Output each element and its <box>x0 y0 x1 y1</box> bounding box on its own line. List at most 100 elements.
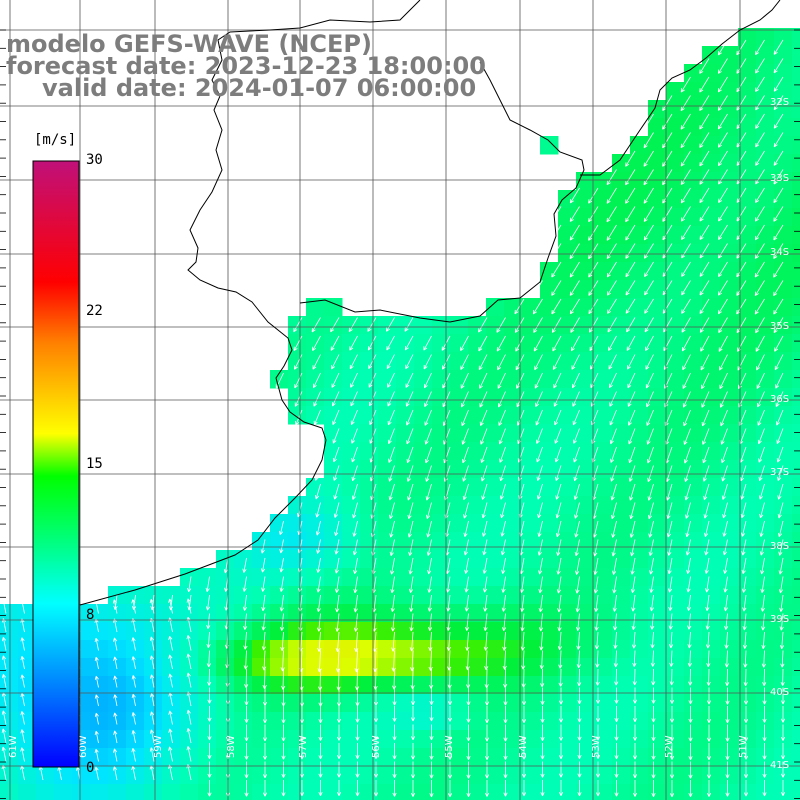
wind-cell <box>90 640 109 659</box>
wind-cell <box>234 640 253 659</box>
wind-cell <box>594 244 613 263</box>
wind-cell <box>774 82 793 101</box>
wind-arrow <box>717 58 728 74</box>
wind-cell <box>504 604 523 623</box>
wind-cell <box>738 334 757 353</box>
wind-arrow <box>777 502 784 519</box>
coastline <box>79 0 781 606</box>
wind-arrow <box>533 335 543 352</box>
wind-cell <box>630 190 649 209</box>
wind-arrow <box>262 780 268 797</box>
wind-arrow <box>501 613 507 632</box>
wind-cell <box>270 730 289 749</box>
wind-cell <box>612 226 631 245</box>
wind-cell <box>594 370 613 389</box>
wind-cell <box>486 334 505 353</box>
wind-cell <box>756 442 775 461</box>
wind-arrow <box>780 743 786 760</box>
wind-cell <box>360 550 379 569</box>
wind-arrow <box>706 668 711 686</box>
wind-cell <box>612 316 631 335</box>
wind-cell <box>684 352 703 371</box>
wind-arrow <box>725 706 730 724</box>
wind-cell <box>540 352 559 371</box>
wind-cell <box>450 334 469 353</box>
wind-cell <box>594 550 613 569</box>
wind-arrow <box>595 668 600 686</box>
wind-arrow <box>426 539 432 556</box>
wind-cell <box>540 694 559 713</box>
wind-cell <box>342 370 361 389</box>
wind-arrow <box>588 280 599 296</box>
wind-cell <box>720 550 739 569</box>
wind-arrow <box>206 613 211 630</box>
wind-cell <box>702 334 721 353</box>
wind-cell <box>666 514 685 533</box>
wind-cell <box>720 640 739 659</box>
wind-arrow <box>645 335 654 352</box>
wind-cell <box>252 568 271 587</box>
wind-cell <box>288 496 307 515</box>
wind-cell <box>648 748 667 767</box>
wind-cell <box>288 658 307 677</box>
wind-arrow <box>721 465 728 482</box>
wind-cell <box>450 442 469 461</box>
wind-cell <box>648 118 667 137</box>
wind-cell <box>216 622 235 641</box>
wind-cell <box>684 244 703 263</box>
wind-arrow <box>773 317 784 334</box>
wind-cell <box>306 532 325 551</box>
wind-arrow <box>777 465 784 481</box>
wind-cell <box>594 442 613 461</box>
wind-cell <box>666 748 685 767</box>
wind-arrow <box>387 372 395 388</box>
wind-arrow <box>699 169 710 185</box>
wind-cell <box>360 784 379 800</box>
wind-arrow <box>1 636 7 651</box>
wind-arrow <box>699 317 710 333</box>
wind-arrow <box>389 520 395 538</box>
wind-arrow <box>754 243 765 259</box>
wind-cell <box>234 766 253 785</box>
wind-arrow <box>424 391 432 408</box>
wind-cell <box>504 532 523 551</box>
wind-cell <box>738 640 757 659</box>
wind-arrow <box>409 631 414 652</box>
wind-arrow <box>573 483 580 500</box>
wind-cell <box>18 604 37 623</box>
wind-cell <box>486 370 505 389</box>
wind-cell <box>702 406 721 425</box>
wind-cell <box>702 280 721 299</box>
wind-arrow <box>520 631 525 651</box>
longitude-labels: 61W 60W 59W 58W 57W 56W 55W 54W 53W 52W 51W <box>8 735 749 758</box>
wind-arrow <box>755 187 765 203</box>
wind-cell <box>792 766 800 785</box>
wind-cell <box>702 586 721 605</box>
wind-cell <box>468 406 487 425</box>
wind-cell <box>666 496 685 515</box>
wind-arrow <box>332 446 340 463</box>
wind-arrow <box>404 317 414 332</box>
wind-arrow <box>577 706 582 723</box>
wind-cell <box>756 208 775 227</box>
wind-arrow <box>330 335 340 351</box>
wind-arrow <box>651 761 656 779</box>
wind-arrow <box>773 95 784 111</box>
wind-cell <box>378 514 397 533</box>
wind-cell <box>648 640 667 659</box>
wind-arrow <box>532 298 543 315</box>
wind-arrow <box>391 631 396 652</box>
wind-arrow <box>773 132 784 148</box>
wind-arrow <box>335 613 340 632</box>
wind-cell <box>252 766 271 785</box>
wind-cell <box>648 136 667 155</box>
wind-arrow <box>207 668 212 686</box>
wind-arrow <box>595 687 601 704</box>
wind-cell <box>414 514 433 533</box>
wind-arrow <box>612 594 617 612</box>
wind-arrow <box>503 780 508 797</box>
wind-arrow <box>780 706 786 723</box>
wind-cell <box>720 100 739 119</box>
wind-cell <box>522 442 541 461</box>
wind-arrow <box>575 557 580 575</box>
